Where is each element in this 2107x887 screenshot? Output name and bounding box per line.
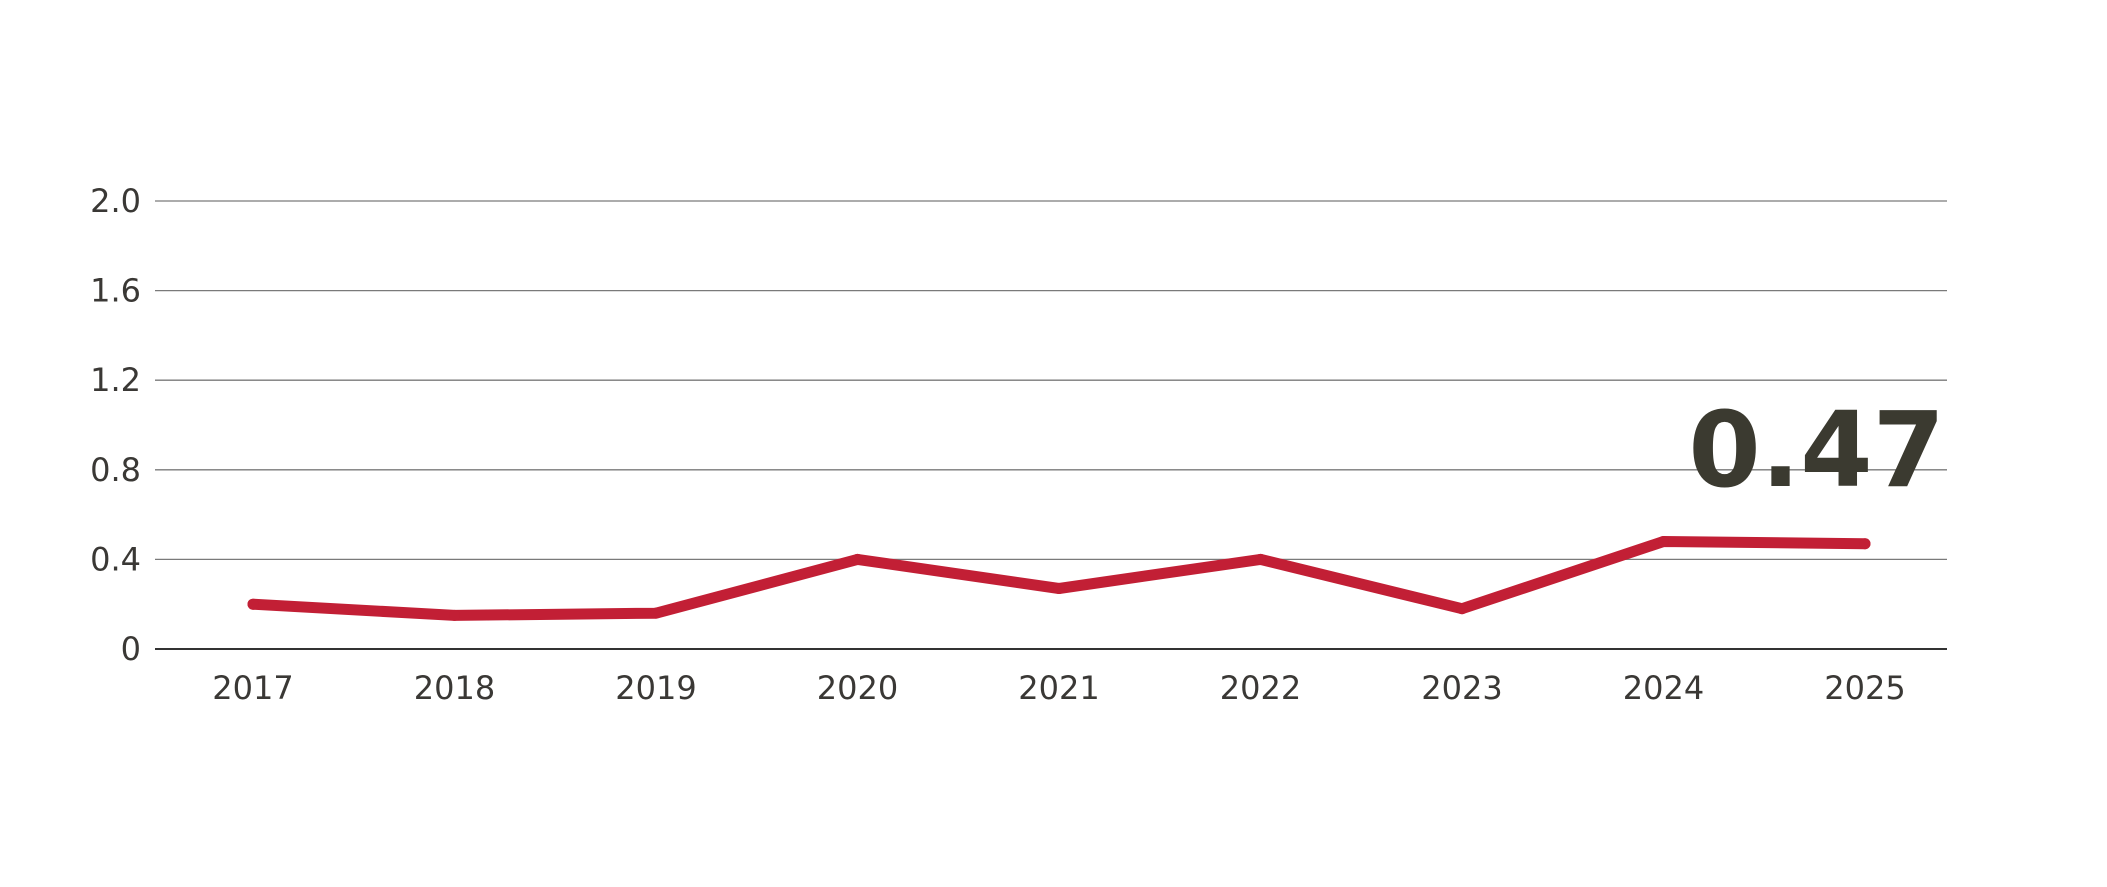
y-tick-label: 0.4 — [90, 540, 141, 578]
data-point — [1255, 553, 1266, 565]
grid-lines — [155, 200, 1947, 650]
x-tick-label: 2024 — [1623, 669, 1704, 707]
series-layer — [247, 535, 1871, 621]
data-point — [1053, 583, 1065, 595]
x-tick-label: 2017 — [212, 669, 293, 707]
series-line — [247, 536, 1871, 621]
y-axis-ticks: 0 0.4 0.8 1.2 1.6 2.0 — [90, 182, 141, 668]
x-tick-label: 2018 — [414, 669, 495, 707]
data-point — [1456, 603, 1468, 615]
x-tick-label: 2023 — [1421, 669, 1502, 707]
x-tick-label: 2019 — [615, 669, 696, 707]
latest-value-callout: 0.47 — [1688, 389, 1945, 511]
y-tick-label: 1.6 — [90, 272, 141, 310]
y-tick-label: 0 — [121, 630, 141, 668]
x-tick-label: 2022 — [1220, 669, 1301, 707]
x-tick-label: 2021 — [1018, 669, 1099, 707]
y-tick-label: 0.8 — [90, 451, 141, 489]
y-tick-label: 2.0 — [90, 182, 141, 220]
x-tick-label: 2020 — [817, 669, 898, 707]
data-point — [1658, 535, 1669, 547]
data-point — [449, 609, 460, 621]
data-point — [852, 553, 863, 565]
x-axis-ticks: 2017 2018 2019 2020 2021 2022 2023 2024 2025 — [212, 669, 1905, 707]
y-tick-label: 1.2 — [90, 361, 141, 399]
data-point — [1859, 538, 1871, 550]
x-tick-label: 2025 — [1824, 669, 1905, 707]
data-point — [247, 598, 259, 610]
data-point — [650, 607, 662, 619]
